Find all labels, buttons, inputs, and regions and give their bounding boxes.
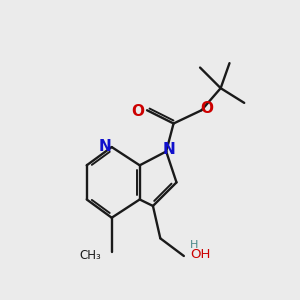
Text: N: N — [163, 142, 175, 158]
Text: O: O — [132, 104, 145, 119]
Text: OH: OH — [190, 248, 211, 261]
Text: O: O — [200, 101, 213, 116]
Text: N: N — [99, 139, 112, 154]
Text: CH₃: CH₃ — [80, 249, 101, 262]
Text: H: H — [190, 240, 199, 250]
